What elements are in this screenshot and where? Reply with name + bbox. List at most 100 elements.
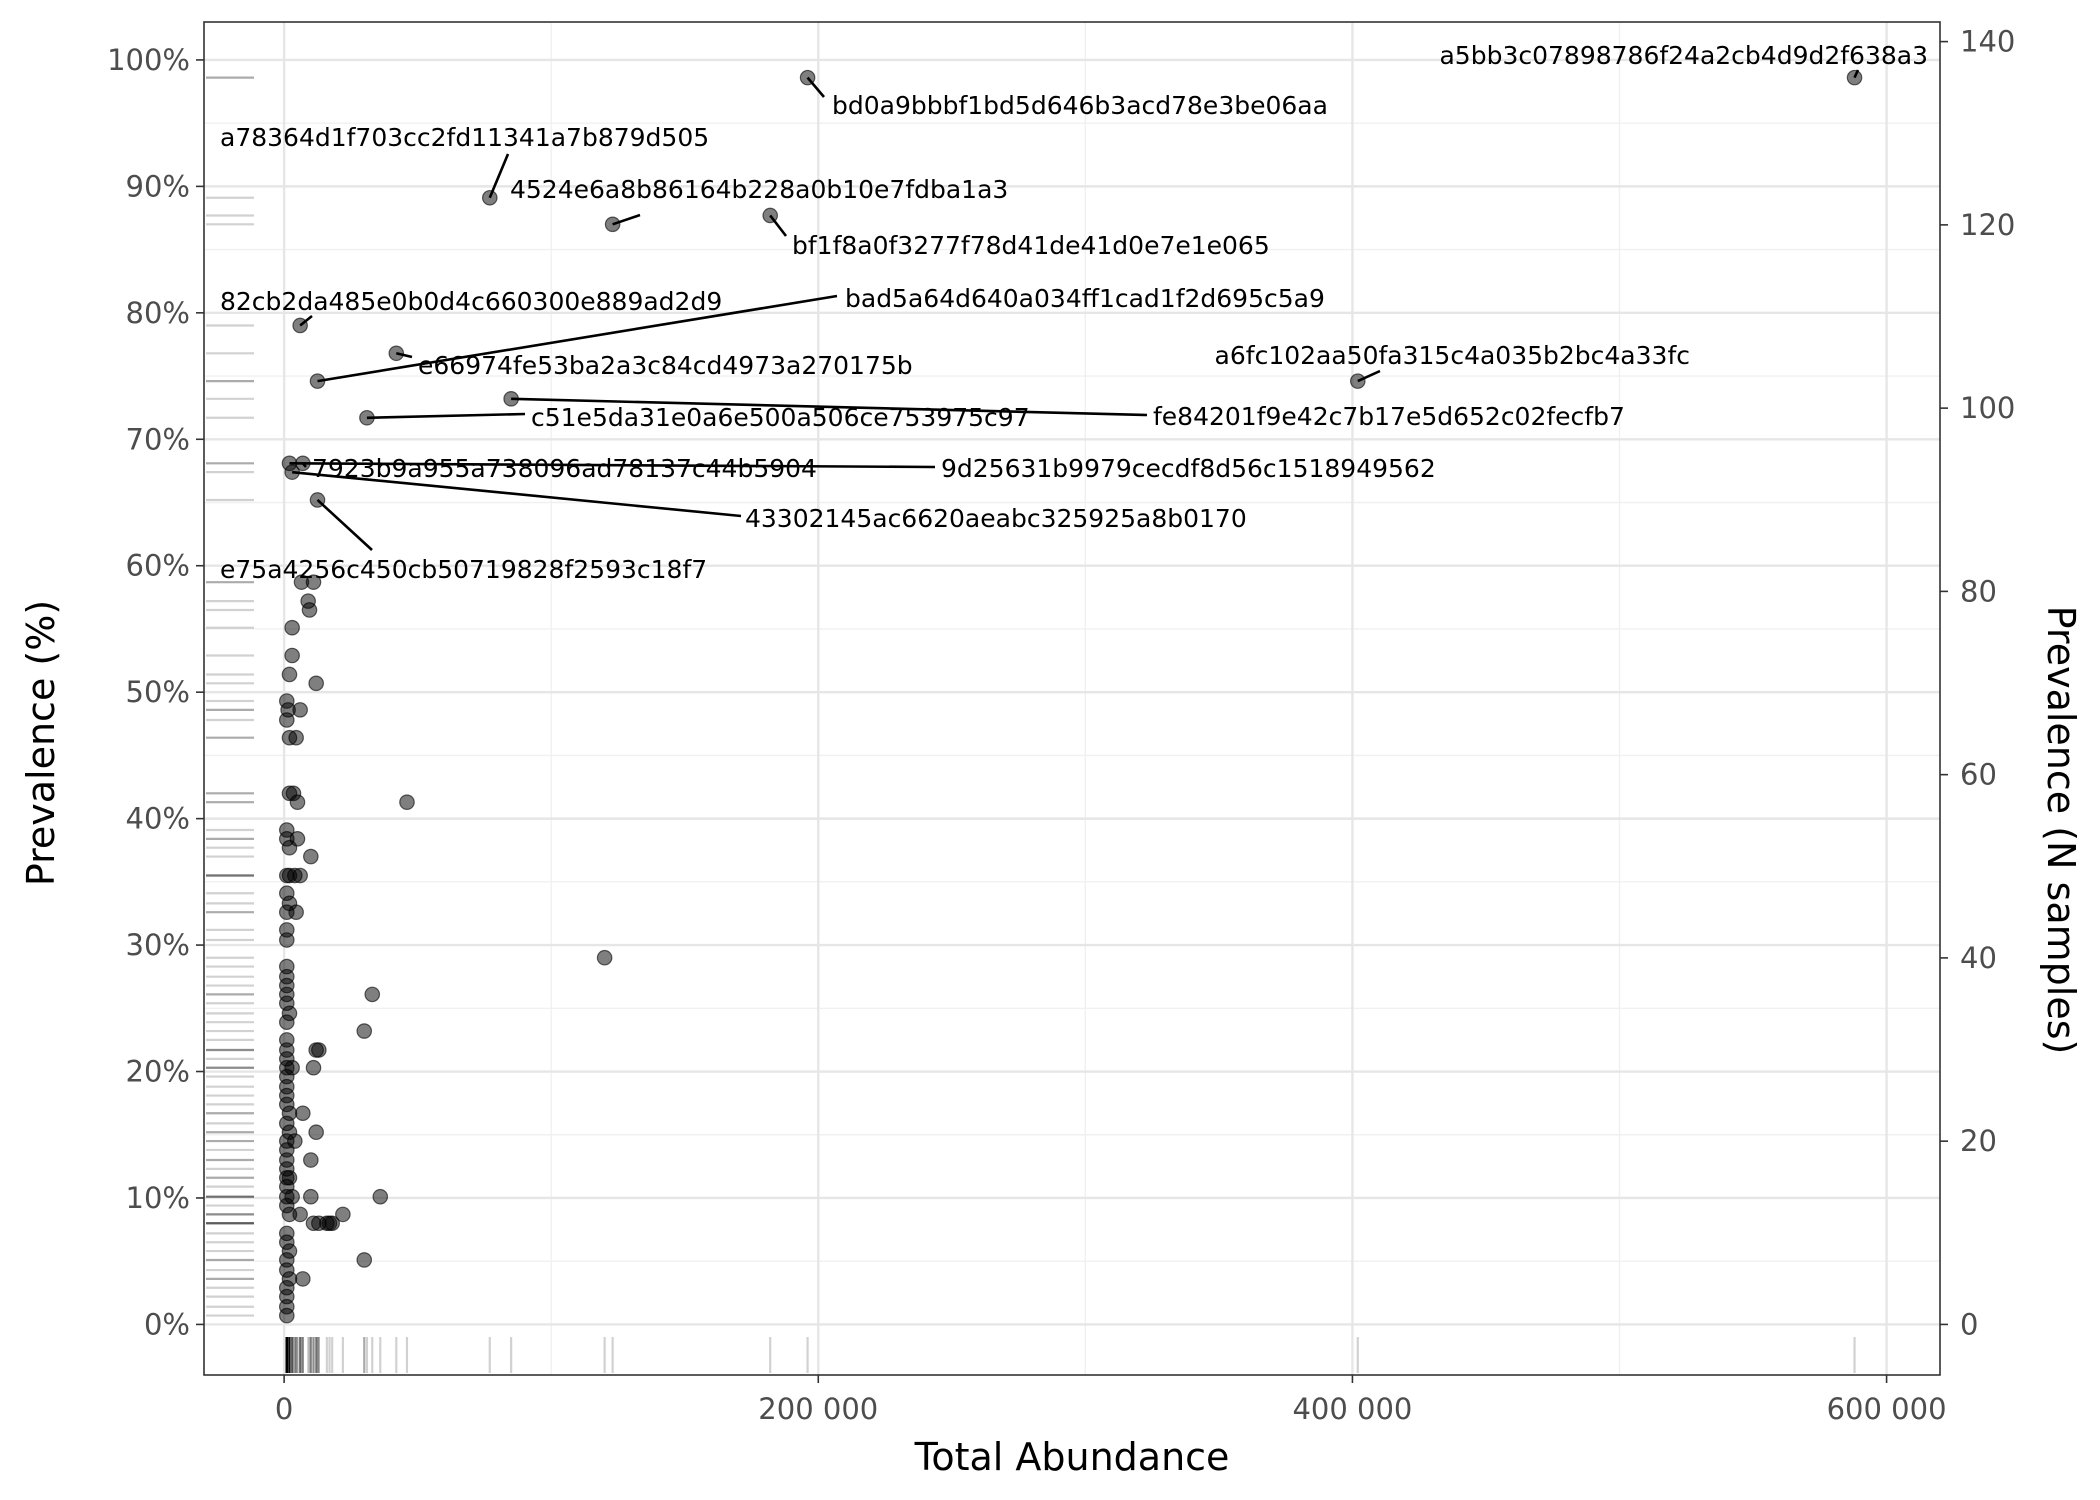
data-point bbox=[284, 619, 300, 636]
label-connector bbox=[488, 153, 510, 199]
labeled-data-point bbox=[481, 189, 498, 206]
point-labels: a5bb3c07898786f24a2cb4d9d2f638a3 bd0a9bbb… bbox=[220, 41, 1928, 584]
data-point bbox=[324, 1215, 340, 1232]
point-label: e66974fe53ba2a3c84cd4973a270175b bbox=[418, 351, 913, 380]
point-label: bad5a64d640a034ff1cad1f2d695c5a9 bbox=[845, 284, 1325, 313]
data-point bbox=[596, 949, 613, 966]
y-tick-label: 60% bbox=[126, 549, 190, 583]
labeled-data-point bbox=[359, 409, 375, 426]
rug-marks bbox=[206, 76, 1856, 1373]
label-connector bbox=[366, 412, 526, 420]
data-point bbox=[289, 794, 306, 810]
y-tick-label: 70% bbox=[126, 422, 190, 456]
point-label: c51e5da31e0a6e500a506ce753975c97 bbox=[531, 403, 1030, 432]
y-tick-label: 80% bbox=[126, 296, 190, 330]
y-tick-label: 40% bbox=[126, 802, 190, 836]
labeled-data-point bbox=[604, 216, 621, 233]
point-label: 82cb2da485e0b0d4c660300e889ad2d9 bbox=[220, 287, 722, 316]
label-connector bbox=[289, 462, 936, 469]
data-point bbox=[308, 675, 324, 692]
labeled-data-point bbox=[799, 69, 816, 86]
point-label: fe84201f9e42c7b17e5d652c02fecfb7 bbox=[1153, 402, 1625, 431]
y-tick-label: 0% bbox=[144, 1307, 190, 1341]
data-point bbox=[303, 1188, 319, 1205]
y-axis-title: Prevalence (%) bbox=[19, 600, 63, 886]
y2-axis-title: Prevalence (N samples) bbox=[2039, 606, 2083, 1055]
data-points bbox=[278, 69, 1863, 1324]
axes: 0 200 000 400 000 600 000 0% 10% 20% 30% 40% 50% 6… bbox=[107, 25, 2015, 1426]
y2-tick-label: 20 bbox=[1960, 1124, 1997, 1158]
point-label: bf1f8a0f3277f78d41de41d0e7e1e065 bbox=[792, 231, 1270, 260]
data-point bbox=[295, 1105, 311, 1122]
data-point bbox=[311, 1042, 327, 1058]
label-connector bbox=[316, 499, 373, 551]
y2-tick-label: 120 bbox=[1960, 208, 2015, 242]
x-tick-label: 200 000 bbox=[758, 1392, 878, 1426]
point-label: 7923b9a955a738096ad78137c44b5904 bbox=[312, 454, 817, 483]
data-point bbox=[278, 932, 295, 948]
data-point bbox=[288, 729, 304, 746]
data-point bbox=[278, 1014, 295, 1031]
x-axis-title: Total Abundance bbox=[914, 1435, 1230, 1479]
labeled-data-point bbox=[762, 207, 779, 224]
labeled-data-point bbox=[503, 391, 519, 407]
data-point bbox=[356, 1023, 373, 1039]
plot-panel-border bbox=[203, 21, 1941, 1376]
y-tick-label: 30% bbox=[126, 928, 190, 962]
data-point bbox=[303, 848, 319, 865]
labeled-data-point bbox=[309, 492, 326, 508]
data-point bbox=[335, 1206, 351, 1223]
data-point bbox=[301, 602, 318, 618]
point-label: e75a4256c450cb50719828f2593c18f7 bbox=[220, 555, 707, 584]
label-connector bbox=[511, 397, 1148, 417]
x-tick-label: 600 000 bbox=[1827, 1392, 1947, 1426]
grid bbox=[204, 22, 1940, 1375]
labeled-data-point bbox=[1349, 373, 1366, 389]
data-point bbox=[305, 1059, 322, 1076]
data-point bbox=[305, 574, 322, 590]
data-point bbox=[292, 867, 308, 884]
data-point bbox=[292, 1206, 308, 1223]
y-tick-label: 50% bbox=[126, 675, 190, 709]
labeled-data-point bbox=[292, 317, 308, 334]
point-label: a5bb3c07898786f24a2cb4d9d2f638a3 bbox=[1439, 41, 1928, 70]
x-tick-label: 0 bbox=[275, 1392, 293, 1426]
labeled-data-point bbox=[284, 464, 300, 480]
label-connector bbox=[292, 470, 742, 518]
x-tick-label: 400 000 bbox=[1292, 1392, 1412, 1426]
labeled-data-point bbox=[309, 373, 326, 389]
point-label: 4524e6a8b86164b228a0b10e7fdba1a3 bbox=[510, 175, 1008, 204]
labeled-data-point bbox=[388, 345, 405, 362]
data-point bbox=[281, 666, 298, 683]
data-point bbox=[284, 647, 300, 664]
data-point bbox=[288, 904, 304, 920]
data-point bbox=[295, 1271, 311, 1287]
y-tick-label: 100% bbox=[107, 43, 190, 77]
data-point bbox=[356, 1252, 373, 1268]
y2-tick-label: 60 bbox=[1960, 758, 1997, 792]
data-point bbox=[278, 1307, 295, 1324]
y-tick-label: 10% bbox=[126, 1181, 190, 1215]
point-label: a78364d1f703cc2fd11341a7b879d505 bbox=[220, 123, 709, 152]
point-label: 43302145ac6620aeabc325925a8b0170 bbox=[745, 504, 1247, 533]
data-point bbox=[303, 1152, 319, 1168]
labeled-data-point bbox=[1846, 69, 1863, 86]
data-point bbox=[308, 1124, 324, 1141]
y-tick-label: 90% bbox=[126, 169, 190, 203]
label-connector bbox=[317, 294, 838, 383]
y2-tick-label: 0 bbox=[1960, 1307, 1978, 1341]
y2-tick-label: 80 bbox=[1960, 574, 1997, 608]
point-label: 9d25631b9979cecdf8d56c1518949562 bbox=[941, 454, 1436, 483]
data-point bbox=[281, 839, 298, 856]
data-point bbox=[364, 986, 381, 1003]
data-point bbox=[372, 1188, 389, 1205]
data-point bbox=[278, 712, 295, 728]
data-point bbox=[399, 794, 415, 810]
y2-tick-label: 40 bbox=[1960, 941, 1997, 975]
y2-tick-label: 100 bbox=[1960, 391, 2015, 425]
y2-tick-label: 140 bbox=[1960, 25, 2015, 59]
point-label: bd0a9bbbf1bd5d646b3acd78e3be06aa bbox=[832, 91, 1328, 120]
point-label: a6fc102aa50fa315c4a035b2bc4a33fc bbox=[1215, 341, 1690, 370]
y-tick-label: 20% bbox=[126, 1055, 190, 1089]
